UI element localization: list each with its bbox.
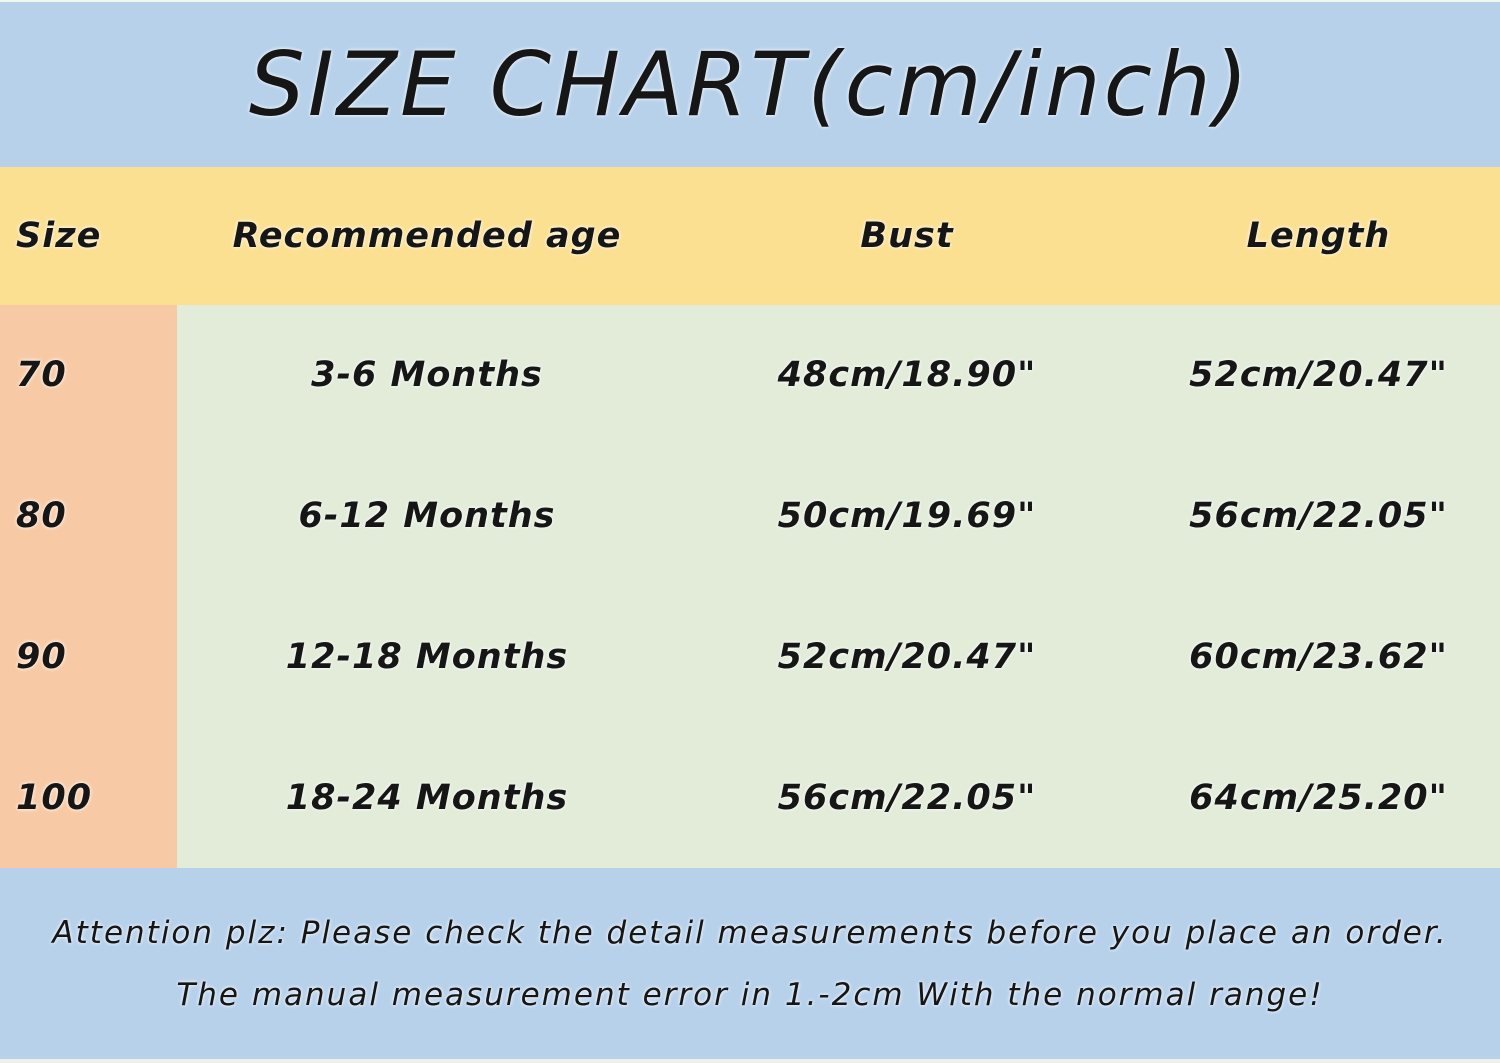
cell-length: 56cm/22.05" [1189, 496, 1448, 537]
cell-length: 60cm/23.62" [1189, 636, 1448, 677]
column-header-size: Size [16, 216, 102, 256]
table-header-row: Size Recommended age Bust Length [0, 167, 1500, 305]
column-header-length: Length [1246, 216, 1391, 256]
footer-line-2: The manual measurement error in 1.-2cm W… [176, 976, 1324, 1013]
table-row: 70 3-6 Months 48cm/18.90" 52cm/20.47" [0, 305, 1500, 446]
cell-age: 12-18 Months [285, 636, 569, 677]
cell-size: 70 [0, 305, 177, 446]
table-row: 90 12-18 Months 52cm/20.47" 60cm/23.62" [0, 586, 1500, 728]
page-title: SIZE CHART(cm/inch) [248, 33, 1252, 136]
cell-age: 18-24 Months [285, 777, 569, 818]
title-band: SIZE CHART(cm/inch) [0, 2, 1500, 167]
cell-size: 80 [0, 445, 177, 587]
cell-length: 64cm/25.20" [1189, 777, 1448, 818]
cell-bust: 48cm/18.90" [777, 355, 1037, 396]
footer-line-1: Attention plz: Please check the detail m… [52, 914, 1448, 951]
footer-note-band: Attention plz: Please check the detail m… [0, 868, 1500, 1059]
cell-bust: 52cm/20.47" [777, 636, 1037, 677]
cell-bust: 50cm/19.69" [777, 496, 1037, 537]
cell-age: 6-12 Months [298, 496, 556, 537]
table-row: 80 6-12 Months 50cm/19.69" 56cm/22.05" [0, 445, 1500, 587]
cell-length: 52cm/20.47" [1189, 355, 1448, 396]
table-body: 70 3-6 Months 48cm/18.90" 52cm/20.47" 80 6-12… [0, 305, 1500, 868]
cell-bust: 56cm/22.05" [777, 777, 1037, 818]
cell-size: 90 [0, 586, 177, 728]
cell-age: 3-6 Months [311, 355, 543, 396]
table-row: 100 18-24 Months 56cm/22.05" 64cm/25.20" [0, 727, 1500, 868]
cell-size: 100 [0, 727, 177, 868]
column-header-age: Recommended age [232, 216, 622, 256]
column-header-bust: Bust [860, 216, 954, 256]
